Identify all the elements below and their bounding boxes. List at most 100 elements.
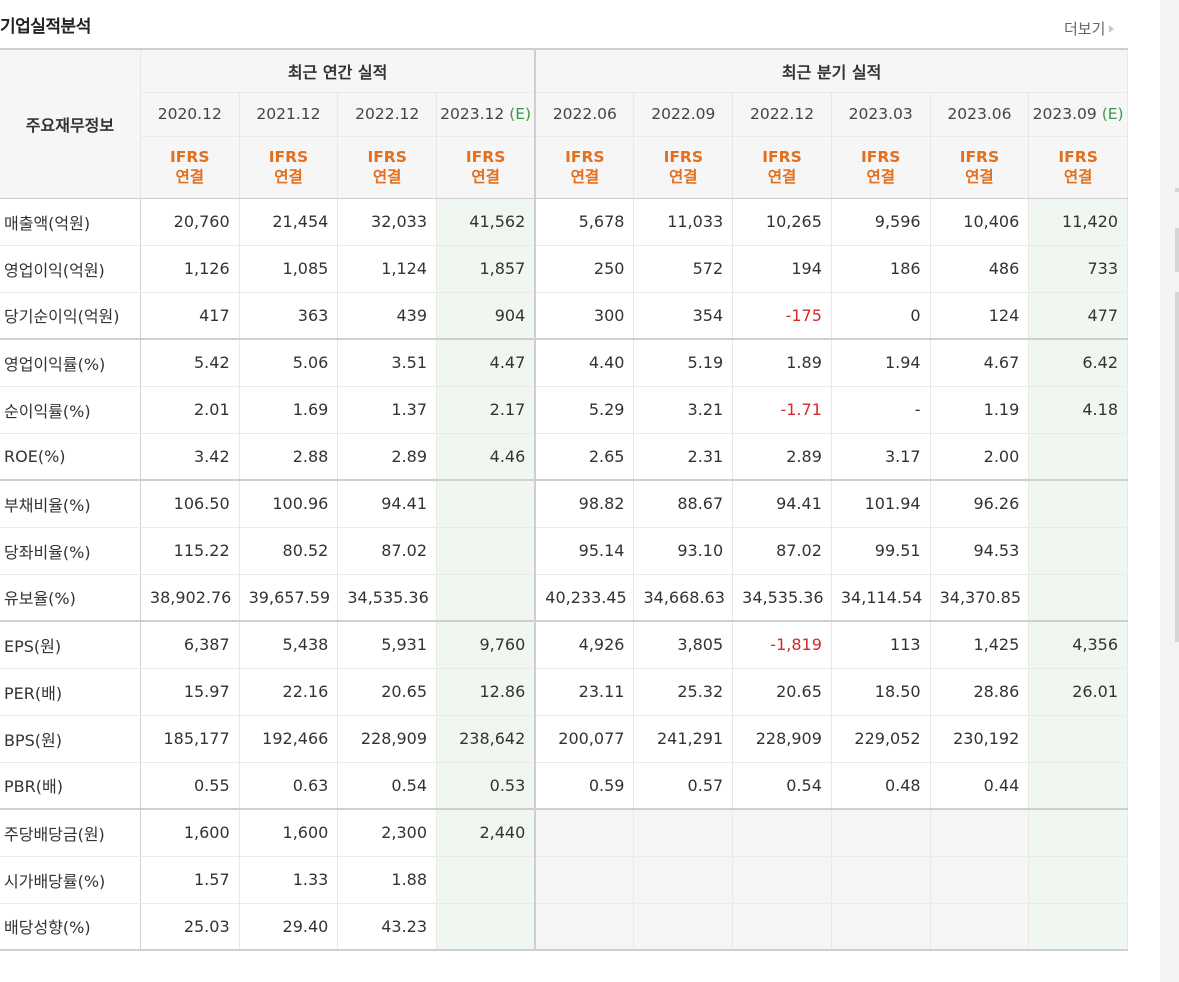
table-cell: 21,454 xyxy=(239,198,339,246)
table-cell: 3.17 xyxy=(831,433,931,481)
table-cell: 23.11 xyxy=(535,668,635,716)
table-cell: 124 xyxy=(930,292,1030,340)
period-header: 2020.12 xyxy=(140,92,240,137)
table-cell: 1.33 xyxy=(239,856,339,904)
table-cell: 38,902.76 xyxy=(140,574,240,622)
table-cell xyxy=(1028,715,1128,763)
table-cell: 4,356 xyxy=(1028,620,1128,669)
table-cell: 0.48 xyxy=(831,762,931,810)
table-cell: 2.65 xyxy=(535,433,635,481)
table-cell: 87.02 xyxy=(337,527,438,575)
table-cell xyxy=(930,903,1030,951)
table-cell xyxy=(831,856,931,904)
table-cell: 186 xyxy=(831,245,931,293)
table-cell: 26.01 xyxy=(1028,668,1128,716)
row-label: 영업이익(억원) xyxy=(0,245,141,293)
accounting-standard-header: IFRS 연결 xyxy=(535,136,635,199)
rail-mark xyxy=(1175,292,1179,642)
standard-label: IFRS xyxy=(170,148,210,166)
row-label: 부채비율(%) xyxy=(0,479,141,528)
table-cell: 88.67 xyxy=(633,479,734,528)
table-cell: 1.94 xyxy=(831,338,931,387)
table-cell: 477 xyxy=(1028,292,1128,340)
table-cell xyxy=(831,903,931,951)
table-cell: 1,085 xyxy=(239,245,339,293)
period-label: 2023.12 xyxy=(440,105,505,123)
table-cell: 0.57 xyxy=(633,762,734,810)
table-cell xyxy=(633,808,734,857)
right-rail xyxy=(1160,0,1179,982)
period-header: 2022.06 xyxy=(535,92,635,137)
table-cell: 2,300 xyxy=(337,808,438,857)
consolidation-label: 연결 xyxy=(570,168,600,186)
table-cell: 115.22 xyxy=(140,527,240,575)
table-cell: 5,931 xyxy=(337,620,438,669)
more-link[interactable]: 더보기 xyxy=(1064,18,1115,39)
table-row: 영업이익(억원) 1,126 1,085 1,124 1,857 250 572 194 186… xyxy=(0,245,1128,293)
table-cell: 10,406 xyxy=(930,198,1030,246)
table-cell: 1,857 xyxy=(436,245,537,293)
table-row: 배당성향(%) 25.03 29.40 43.23 xyxy=(0,903,1128,951)
table-cell: -175 xyxy=(732,292,832,340)
table-row: 시가배당률(%) 1.57 1.33 1.88 xyxy=(0,856,1128,904)
table-cell xyxy=(1028,527,1128,575)
table-row: 당좌비율(%) 115.22 80.52 87.02 95.14 93.10 87.02 99… xyxy=(0,527,1128,575)
table-cell: 95.14 xyxy=(535,527,635,575)
table-cell: 94.41 xyxy=(337,479,438,528)
row-label: 순이익률(%) xyxy=(0,386,141,434)
table-cell: 572 xyxy=(633,245,734,293)
consolidation-label: 연결 xyxy=(669,168,698,186)
table-row: PBR(배) 0.55 0.63 0.54 0.53 0.59 0.57 0.54 0.48 0.… xyxy=(0,762,1128,810)
table-cell: 11,033 xyxy=(633,198,734,246)
table-cell: 4.40 xyxy=(535,338,635,387)
table-cell: 4.18 xyxy=(1028,386,1128,434)
table-cell xyxy=(1028,903,1128,951)
table-row: 매출액(억원) 20,760 21,454 32,033 41,562 5,678 11,0… xyxy=(0,198,1128,246)
standard-label: IFRS xyxy=(663,148,704,166)
row-label: 시가배당률(%) xyxy=(0,856,141,904)
table-cell: 4.67 xyxy=(930,338,1030,387)
section-title: 기업실적분석 xyxy=(0,17,91,37)
consolidation-label: 연결 xyxy=(471,168,500,186)
table-cell: 733 xyxy=(1028,245,1128,293)
row-label: 당좌비율(%) xyxy=(0,527,141,575)
table-cell: 0.55 xyxy=(140,762,240,810)
standard-label: IFRS xyxy=(268,148,309,166)
table-cell: 11,420 xyxy=(1028,198,1128,246)
table-cell: 18.50 xyxy=(831,668,931,716)
arrow-right-icon xyxy=(1109,24,1115,33)
table-cell xyxy=(633,903,734,951)
table-cell: 9,760 xyxy=(436,620,537,669)
table-cell: 93.10 xyxy=(633,527,734,575)
table-cell: 113 xyxy=(831,620,931,669)
table-cell: 80.52 xyxy=(239,527,339,575)
table-cell: 1,126 xyxy=(140,245,240,293)
table-cell xyxy=(436,903,537,951)
table-cell: 20,760 xyxy=(140,198,240,246)
table-cell: 5.29 xyxy=(535,386,635,434)
table-cell xyxy=(1028,479,1128,528)
accounting-standard-header: IFRS 연결 xyxy=(239,136,339,199)
period-label: 2023.06 xyxy=(947,105,1012,123)
table-cell: 99.51 xyxy=(831,527,931,575)
table-cell: 34,370.85 xyxy=(930,574,1030,622)
table-cell: 20.65 xyxy=(337,668,438,716)
table-cell: - xyxy=(831,386,931,434)
row-header: 주요재무정보 xyxy=(0,48,141,199)
period-label: 2021.12 xyxy=(256,105,321,123)
table-cell: 4.46 xyxy=(436,433,537,481)
table-cell: 1,600 xyxy=(239,808,339,857)
table-row: PER(배) 15.97 22.16 20.65 12.86 23.11 25.32 20.6… xyxy=(0,668,1128,716)
table-cell: 39,657.59 xyxy=(239,574,339,622)
table-cell: 2.89 xyxy=(337,433,438,481)
table-cell: 94.53 xyxy=(930,527,1030,575)
table-cell xyxy=(1028,856,1128,904)
period-label: 2022.12 xyxy=(355,105,420,123)
table-cell: 6,387 xyxy=(140,620,240,669)
table-cell: 0.54 xyxy=(337,762,438,810)
standard-label: IFRS xyxy=(762,148,802,166)
table-cell: 1.19 xyxy=(930,386,1030,434)
table-cell: 1,425 xyxy=(930,620,1030,669)
table-cell xyxy=(930,856,1030,904)
table-cell: 25.32 xyxy=(633,668,734,716)
